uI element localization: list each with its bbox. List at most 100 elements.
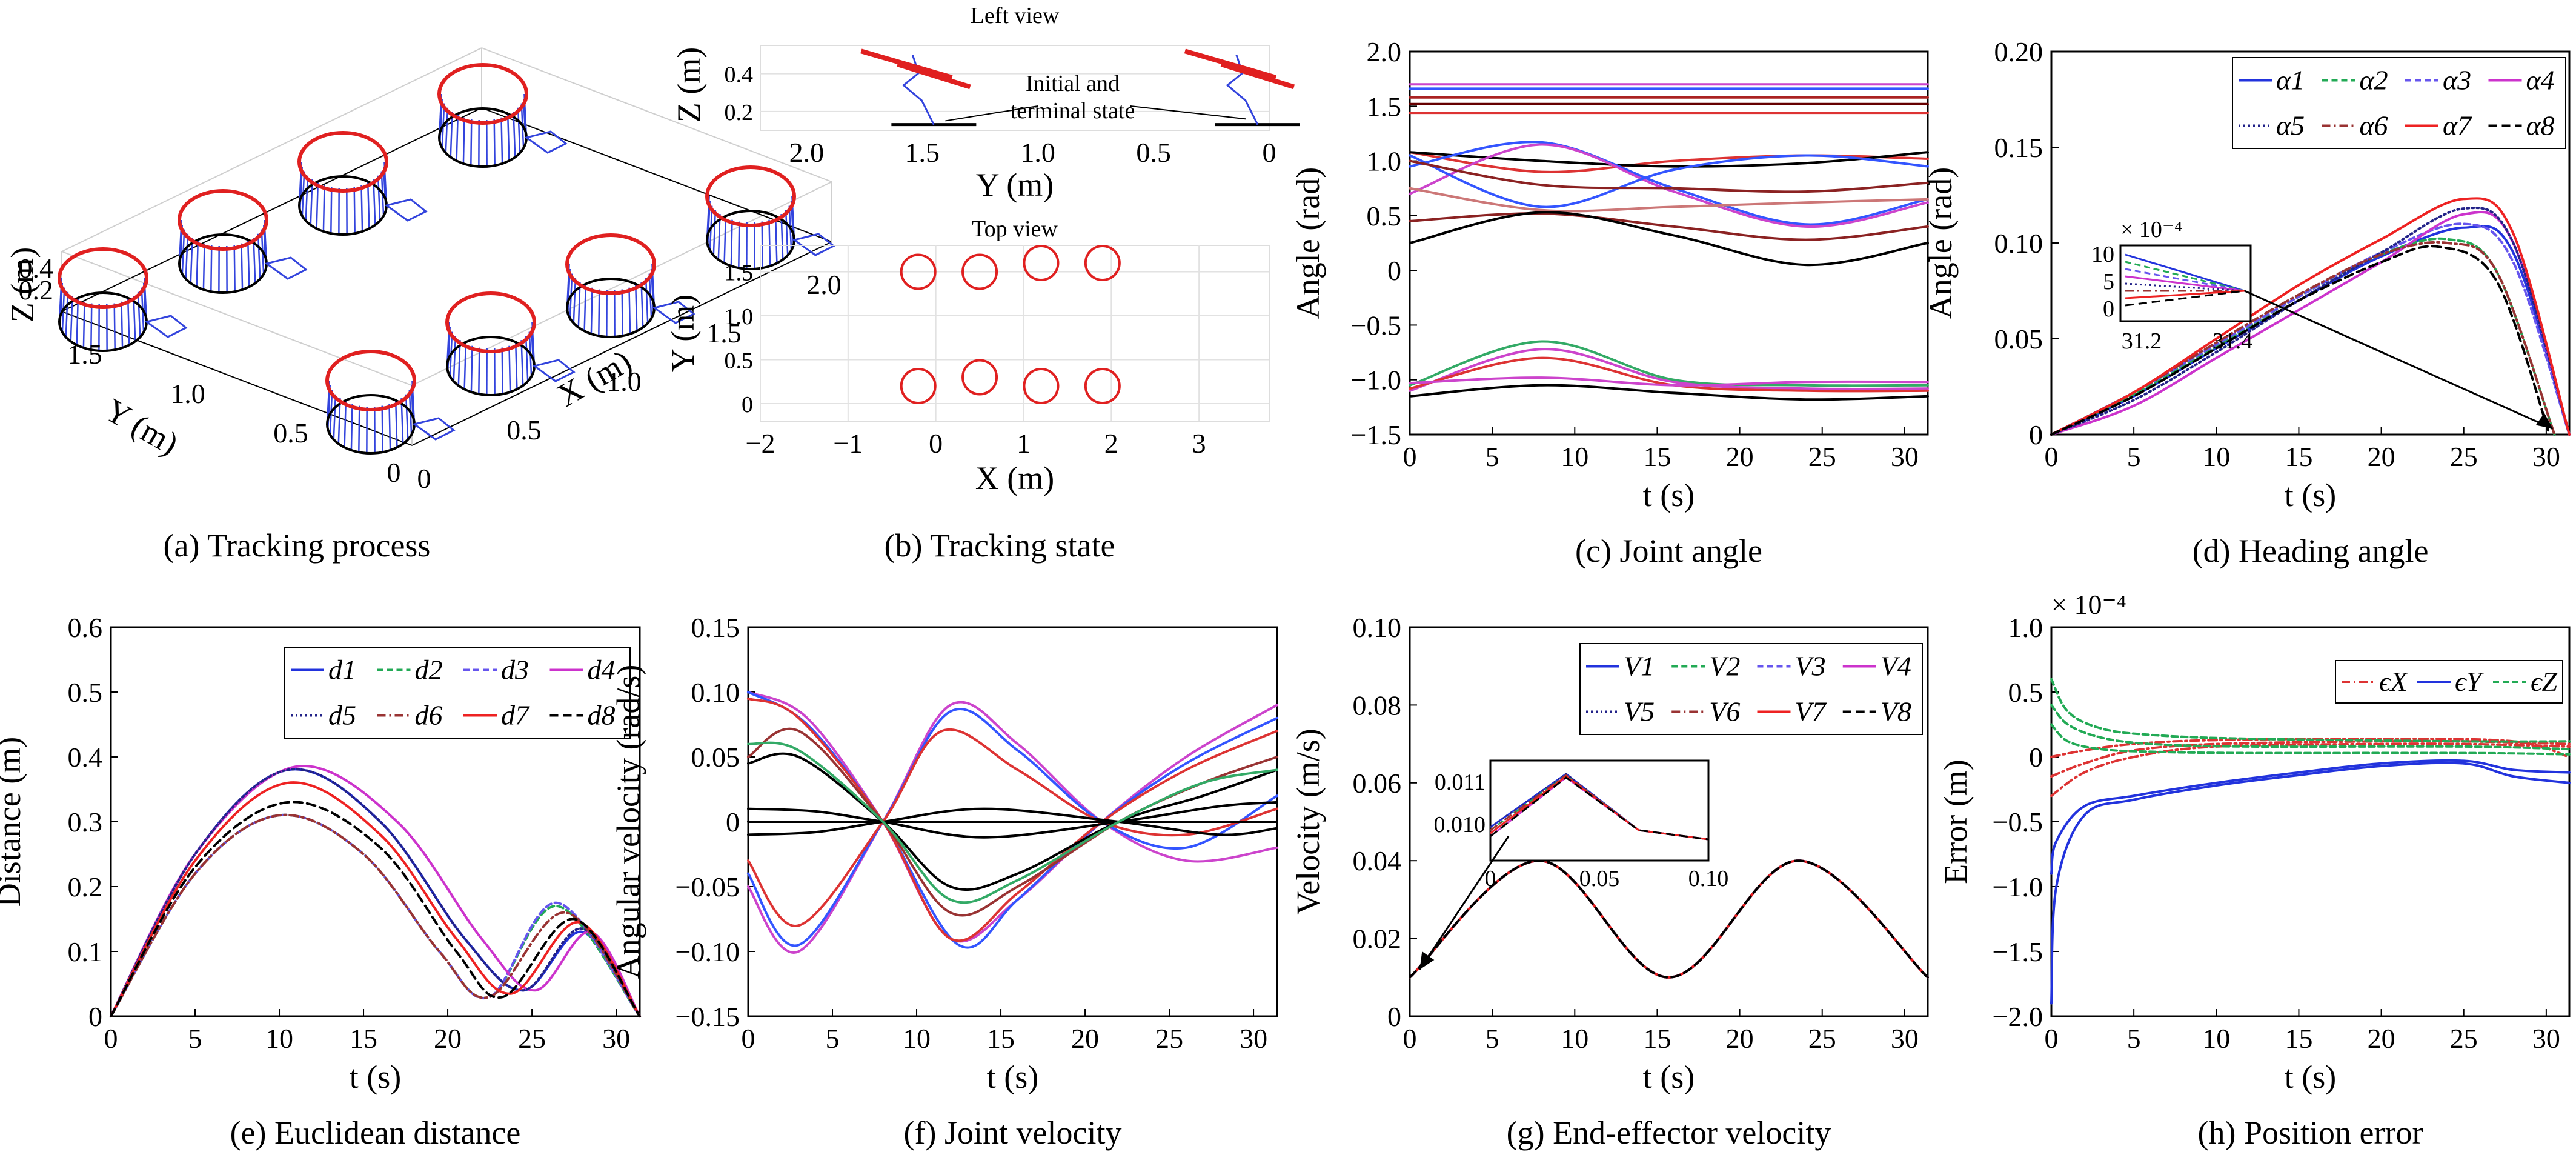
x-tick-label: 15 bbox=[1643, 1023, 1671, 1054]
legend-box bbox=[1579, 643, 1923, 735]
tool-bar bbox=[860, 48, 953, 80]
x-tick-label: −1 bbox=[833, 428, 863, 459]
y-axis-label: Z (m) bbox=[671, 47, 707, 122]
series-line-d8 bbox=[110, 801, 641, 1017]
trajectory-stroke bbox=[640, 282, 644, 328]
x-tick-label: 10 bbox=[2202, 441, 2230, 472]
box-edge bbox=[411, 241, 832, 446]
series-line-4 bbox=[747, 701, 1278, 954]
legend-label: d6 bbox=[415, 700, 443, 731]
left-view-title: Left view bbox=[971, 3, 1060, 28]
y-tick-label: 1.0 bbox=[1367, 146, 1402, 177]
y-tick-label: 0.06 bbox=[1353, 768, 1402, 799]
x-tick-label: 5 bbox=[1486, 1023, 1499, 1054]
x-tick-label: 30 bbox=[1240, 1023, 1267, 1054]
trajectory-stroke bbox=[517, 107, 521, 153]
series-line-d4 bbox=[110, 765, 641, 1017]
y-tick-label: −0.15 bbox=[676, 1001, 740, 1032]
base-circle bbox=[178, 233, 268, 294]
series-line-d2 bbox=[110, 813, 641, 1017]
trajectory-stroke bbox=[506, 115, 510, 161]
y-tick-label: −0.10 bbox=[676, 936, 740, 967]
trajectory-stroke bbox=[196, 241, 199, 287]
series-line-V8 bbox=[1409, 859, 1929, 979]
series-line-d1 bbox=[110, 768, 641, 1017]
y-tick-label: 0.4 bbox=[68, 742, 103, 773]
x-tick-label: 20 bbox=[2368, 441, 2395, 472]
trajectory-stroke bbox=[768, 219, 771, 266]
series-line-α8 bbox=[2050, 245, 2551, 436]
series-line-12 bbox=[1409, 187, 1929, 213]
trajectory-stroke bbox=[645, 278, 649, 324]
trajectory-stroke bbox=[573, 278, 577, 324]
panel-caption: (b) Tracking state bbox=[885, 527, 1115, 564]
y-tick-label: −1.0 bbox=[1993, 871, 2043, 902]
x-axis-label: X (m) bbox=[551, 343, 638, 414]
x-tick-label: 20 bbox=[2368, 1023, 2395, 1054]
trajectory-stroke bbox=[785, 210, 789, 256]
y-tick-label: 0 bbox=[88, 1001, 102, 1032]
x-tick-label: 1.0 bbox=[606, 366, 642, 397]
box-edge bbox=[61, 107, 482, 312]
plot-frame-c bbox=[1409, 50, 1929, 436]
left-view-frame bbox=[760, 45, 1270, 131]
y-tick-label: 1.0 bbox=[2008, 612, 2043, 643]
series-line-10 bbox=[747, 807, 1278, 836]
legend-label: α1 bbox=[2276, 65, 2305, 96]
trajectory-stroke bbox=[501, 347, 503, 395]
series-line-1 bbox=[747, 691, 1278, 943]
x-tick-label: 1.0 bbox=[1020, 137, 1055, 168]
y-tick-label: 0 bbox=[742, 392, 753, 418]
y-axis-label: Distance (m) bbox=[0, 737, 27, 907]
inset-series-line bbox=[2125, 275, 2245, 292]
y-tick-label: 0.5 bbox=[273, 418, 308, 448]
x-tick-label: 15 bbox=[2285, 441, 2312, 472]
series-line-ϵY bbox=[2050, 761, 2571, 1005]
top-view-title: Top view bbox=[972, 216, 1058, 242]
target-circle bbox=[58, 247, 148, 309]
legend-label: V3 bbox=[1795, 651, 1826, 682]
x-tick-label: 25 bbox=[2450, 1023, 2478, 1054]
target-circle bbox=[1023, 368, 1060, 404]
y-tick-label: 0.10 bbox=[1353, 612, 1402, 643]
y-tick-label: 1.5 bbox=[67, 339, 102, 370]
tool-bar bbox=[1220, 62, 1295, 90]
x-tick-label: 10 bbox=[1561, 1023, 1588, 1054]
inset-y-tick: 0.010 bbox=[1434, 812, 1486, 838]
series-line-16 bbox=[1409, 348, 1929, 392]
trajectory-stroke bbox=[400, 398, 404, 444]
trajectory-stroke bbox=[233, 245, 236, 292]
trajectory-stroke bbox=[70, 296, 73, 342]
trajectory-stroke bbox=[514, 343, 518, 390]
series-line-7 bbox=[1409, 151, 1929, 168]
z-tick-label: 0.4 bbox=[19, 253, 54, 284]
y-axis-label: Angular velocity (rad/s) bbox=[610, 665, 646, 979]
trajectory-stroke bbox=[82, 301, 85, 348]
series-line-d5 bbox=[110, 768, 641, 1017]
y-tick-label: 0.3 bbox=[68, 807, 103, 838]
trajectory-stroke bbox=[253, 238, 256, 284]
inset-y-tick: 10 bbox=[2091, 242, 2114, 267]
y-tick-label: 0.15 bbox=[1994, 132, 2043, 163]
y-tick-label: 0.20 bbox=[1994, 36, 2043, 67]
y-tick-label: 2.0 bbox=[1367, 36, 1402, 67]
trajectory-stroke bbox=[525, 336, 529, 382]
trajectory-stroke bbox=[305, 175, 309, 221]
series-line-8 bbox=[2050, 723, 2571, 756]
x-tick-label: 30 bbox=[1891, 441, 1919, 472]
trajectory-stroke bbox=[717, 214, 721, 260]
annotation-text: terminal state bbox=[1011, 98, 1135, 124]
box-edge bbox=[61, 311, 413, 446]
trajectory-stroke bbox=[394, 401, 398, 448]
x-tick-label: 0 bbox=[1403, 1023, 1417, 1054]
annotation-text: Initial and bbox=[1026, 71, 1120, 96]
x-tick-label: 5 bbox=[826, 1023, 840, 1054]
legend-label: α4 bbox=[2526, 65, 2555, 96]
x-tick-label: 10 bbox=[2202, 1023, 2230, 1054]
legend-label: ϵY bbox=[2455, 666, 2485, 697]
z-axis-label: Z (m) bbox=[4, 247, 41, 322]
y-tick-label: 0.2 bbox=[68, 871, 103, 902]
x-tick-label: 1.5 bbox=[706, 318, 742, 348]
trajectory-stroke bbox=[456, 115, 459, 161]
series-line-d3 bbox=[110, 813, 641, 1017]
